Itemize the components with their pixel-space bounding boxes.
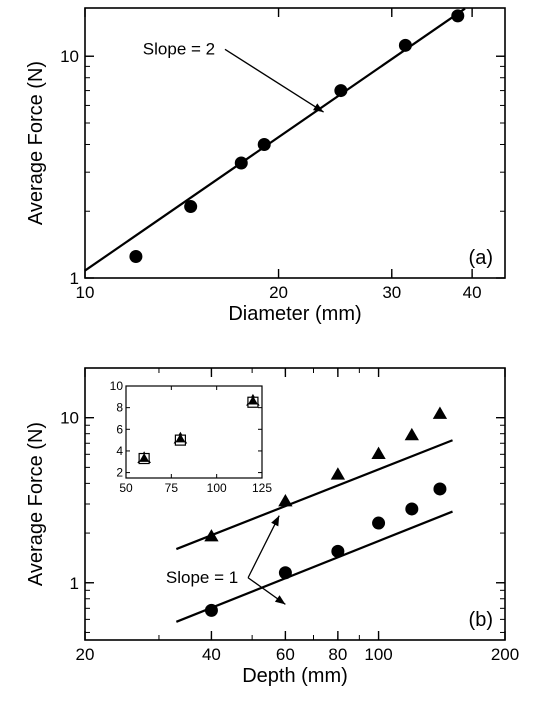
data-point [257,137,271,151]
inset-y-tick-label: 2 [116,466,123,480]
x-tick-label: 40 [202,645,221,664]
y-tick-label: 1 [70,574,79,593]
inset-frame [125,385,263,479]
inset-data-point [175,433,186,443]
x-axis-title: Diameter (mm) [228,303,361,325]
data-point [371,446,386,460]
data-point [184,200,198,214]
arrow-head [274,595,286,605]
annotation-arrow [224,48,324,113]
data-point [331,544,345,558]
x-axis-title: Depth (mm) [242,665,348,687]
data-point [404,427,419,441]
arrow-head [271,515,280,527]
inset-data-point [247,395,258,405]
fit-line [175,439,453,551]
x-tick-label: 80 [328,645,347,664]
panel-label: (b) [469,609,493,631]
data-point [204,603,218,617]
data-point [334,84,348,98]
y-axis-title: Average Force (N) [25,61,47,225]
inset-y-tick-label: 10 [110,379,124,393]
data-point [372,516,386,530]
y-tick-label: 10 [60,409,79,428]
slope-annotation: Slope = 2 [143,39,215,58]
x-tick-label: 40 [463,283,482,302]
x-tick-label: 20 [76,645,95,664]
data-point [330,467,346,480]
inset-y-tick-label: 6 [116,422,123,436]
data-point [278,493,293,507]
annotation-arrow [247,515,280,579]
series-0 [204,406,448,542]
inset-x-tick-label: 50 [119,481,133,495]
data-point [204,529,219,542]
fit-line [84,7,466,272]
data-point [398,38,412,52]
y-axis-title: Average Force (N) [25,422,47,586]
data-point [432,406,448,419]
inset-plot: 50 75 100 125 2 4 6 8 10 [110,379,273,495]
y-tick-label: 1 [70,269,79,288]
panel-b: 20 40 60 80 100 200 1 10 Depth (mm) Average Force… [25,367,519,687]
y-tick-label: 10 [60,47,79,66]
inset-y-tick-label: 8 [116,401,123,415]
data-point [405,502,419,516]
plot-frame [84,7,506,279]
panel-label: (a) [469,247,493,269]
inset-x-tick-label: 100 [207,481,227,495]
inset-x-tick-label: 75 [165,481,179,495]
fit-line [175,510,453,623]
data-point [451,9,465,23]
inset-data-point [139,453,150,462]
slope-annotation: Slope = 1 [166,568,238,587]
x-tick-label: 20 [269,283,288,302]
data-point [433,482,447,496]
data-point [278,566,292,580]
data-point [234,156,248,170]
data-point [129,250,143,264]
x-tick-label: 60 [276,645,295,664]
inset-y-tick-label: 4 [116,444,123,458]
inset-series-overlay [139,395,258,462]
arrow-head [313,103,324,113]
x-tick-label: 10 [76,283,95,302]
x-tick-label: 100 [364,645,392,664]
x-tick-label: 200 [491,645,519,664]
series-1 [204,482,447,617]
x-tick-label: 30 [382,283,401,302]
series-0 [129,9,465,264]
inset-x-tick-label: 125 [252,481,272,495]
